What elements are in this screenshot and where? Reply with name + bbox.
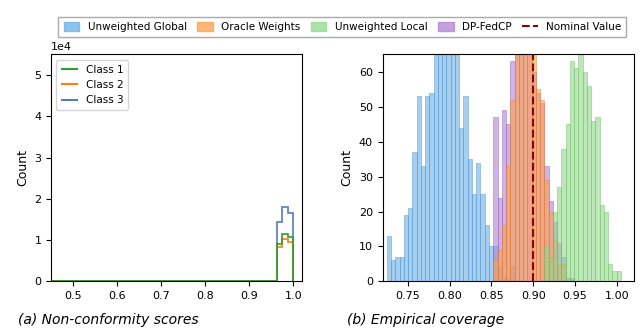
Bar bbox=[451, 20, 455, 281]
Bar bbox=[557, 243, 561, 281]
Bar bbox=[472, 194, 476, 281]
Bar bbox=[396, 257, 399, 281]
Bar bbox=[442, 6, 447, 281]
Bar bbox=[506, 166, 510, 281]
Bar bbox=[527, 0, 532, 281]
Bar bbox=[532, 0, 536, 281]
Bar bbox=[463, 96, 468, 281]
Bar bbox=[553, 239, 557, 281]
Bar bbox=[574, 69, 579, 281]
Y-axis label: Count: Count bbox=[340, 149, 353, 186]
Bar bbox=[591, 121, 595, 281]
Bar bbox=[548, 201, 553, 281]
Bar bbox=[545, 180, 548, 281]
Legend: Unweighted Global, Oracle Weights, Unweighted Local, DP-FedCP, Nominal Value: Unweighted Global, Oracle Weights, Unwei… bbox=[58, 17, 627, 37]
Bar bbox=[481, 194, 484, 281]
Bar bbox=[447, 37, 451, 281]
Legend: Class 1, Class 2, Class 3: Class 1, Class 2, Class 3 bbox=[56, 60, 129, 111]
Bar bbox=[391, 260, 396, 281]
Bar bbox=[489, 247, 493, 281]
Bar bbox=[497, 250, 502, 281]
Bar bbox=[570, 61, 574, 281]
Bar bbox=[579, 47, 582, 281]
Bar bbox=[608, 264, 612, 281]
Bar bbox=[553, 212, 557, 281]
Bar bbox=[566, 278, 570, 281]
Bar bbox=[497, 267, 502, 281]
Bar bbox=[515, 30, 519, 281]
Bar bbox=[459, 128, 463, 281]
Bar bbox=[561, 149, 566, 281]
Bar bbox=[545, 166, 548, 281]
Bar bbox=[536, 89, 540, 281]
Bar bbox=[523, 2, 527, 281]
Bar bbox=[502, 225, 506, 281]
Bar bbox=[557, 187, 561, 281]
Bar bbox=[604, 212, 608, 281]
Bar bbox=[566, 124, 570, 281]
Y-axis label: Count: Count bbox=[16, 149, 29, 186]
Bar bbox=[484, 225, 489, 281]
Bar bbox=[600, 205, 604, 281]
Bar bbox=[506, 124, 510, 281]
Bar bbox=[557, 264, 561, 281]
Bar bbox=[519, 23, 523, 281]
Bar bbox=[523, 9, 527, 281]
Bar bbox=[519, 9, 523, 281]
Bar bbox=[434, 51, 438, 281]
Bar bbox=[438, 30, 442, 281]
Bar bbox=[506, 278, 510, 281]
Bar bbox=[497, 198, 502, 281]
Bar bbox=[468, 159, 472, 281]
Bar bbox=[404, 215, 408, 281]
Bar bbox=[412, 152, 417, 281]
Bar bbox=[455, 26, 459, 281]
Bar bbox=[532, 72, 536, 281]
Bar bbox=[582, 72, 587, 281]
Bar bbox=[502, 278, 506, 281]
Bar bbox=[510, 100, 515, 281]
Bar bbox=[502, 110, 506, 281]
Bar bbox=[399, 257, 404, 281]
Bar bbox=[493, 247, 497, 281]
Bar bbox=[387, 236, 391, 281]
Text: (b) Empirical coverage: (b) Empirical coverage bbox=[347, 313, 504, 327]
Bar bbox=[540, 103, 545, 281]
Bar bbox=[417, 96, 421, 281]
Bar bbox=[493, 260, 497, 281]
Bar bbox=[510, 61, 515, 281]
Bar bbox=[587, 86, 591, 281]
Bar bbox=[612, 271, 617, 281]
Bar bbox=[553, 222, 557, 281]
Bar bbox=[425, 96, 429, 281]
Bar bbox=[421, 166, 425, 281]
Bar bbox=[429, 93, 434, 281]
Bar bbox=[548, 212, 553, 281]
Bar bbox=[548, 257, 553, 281]
Bar bbox=[515, 44, 519, 281]
Bar bbox=[476, 163, 481, 281]
Bar bbox=[540, 100, 545, 281]
Bar bbox=[570, 278, 574, 281]
Bar bbox=[408, 208, 412, 281]
Bar bbox=[561, 264, 566, 281]
Bar bbox=[536, 93, 540, 281]
Text: (a) Non-conformity scores: (a) Non-conformity scores bbox=[19, 313, 199, 327]
Bar bbox=[595, 117, 600, 281]
Bar bbox=[545, 247, 548, 281]
Bar bbox=[561, 257, 566, 281]
Bar bbox=[493, 117, 497, 281]
Bar bbox=[510, 267, 515, 281]
Bar bbox=[527, 0, 532, 281]
Bar bbox=[617, 271, 621, 281]
